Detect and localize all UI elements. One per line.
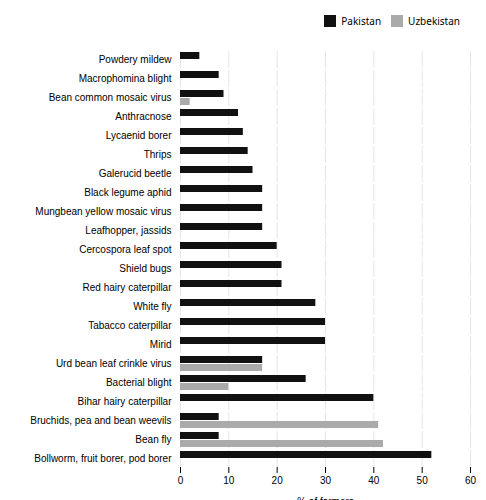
svg-text:Leafhopper, jassids: Leafhopper, jassids — [85, 225, 171, 236]
svg-text:Bollworm, fruit borer, pod bor: Bollworm, fruit borer, pod borer — [34, 453, 172, 464]
svg-text:Mungbean yellow mosaic virus: Mungbean yellow mosaic virus — [35, 206, 171, 217]
svg-text:Bacterial blight: Bacterial blight — [106, 377, 172, 388]
svg-text:Powdery mildew: Powdery mildew — [99, 54, 173, 65]
svg-text:Anthracnose: Anthracnose — [115, 111, 172, 122]
svg-text:Galerucid beetle: Galerucid beetle — [99, 168, 172, 179]
svg-text:Shield bugs: Shield bugs — [119, 263, 171, 274]
svg-text:60: 60 — [465, 475, 477, 486]
svg-text:50: 50 — [417, 475, 429, 486]
svg-text:Tabacco caterpillar: Tabacco caterpillar — [88, 320, 172, 331]
svg-text:40: 40 — [368, 475, 380, 486]
svg-text:Thrips: Thrips — [144, 149, 172, 160]
svg-text:Bean fly: Bean fly — [135, 434, 171, 445]
svg-text:Cercospora leaf spot: Cercospora leaf spot — [79, 244, 171, 255]
svg-text:Black legume aphid: Black legume aphid — [84, 187, 171, 198]
svg-text:White fly: White fly — [133, 301, 171, 312]
svg-text:20: 20 — [272, 475, 284, 486]
svg-text:Bihar hairy caterpillar: Bihar hairy caterpillar — [78, 396, 173, 407]
html-text:Uzbekistan: Uzbekistan — [408, 13, 460, 28]
svg-text:Mirid: Mirid — [150, 339, 172, 350]
svg-text:Bruchids, pea and bean weevils: Bruchids, pea and bean weevils — [30, 415, 171, 426]
svg-text:10: 10 — [223, 475, 235, 486]
svg-text:Red hairy caterpillar: Red hairy caterpillar — [83, 282, 173, 293]
svg-text:Macrophomina blight: Macrophomina blight — [79, 73, 172, 84]
svg-text:0: 0 — [178, 475, 184, 486]
svg-text:% of farmers: % of farmers — [297, 496, 354, 500]
svg-text:Bean common mosaic virus: Bean common mosaic virus — [49, 92, 172, 103]
svg-text:Lycaenid borer: Lycaenid borer — [106, 130, 172, 141]
svg-text:30: 30 — [320, 475, 332, 486]
svg-text:Urd bean leaf crinkle virus: Urd bean leaf crinkle virus — [56, 358, 172, 369]
html-text:Pakistan: Pakistan — [341, 13, 382, 28]
